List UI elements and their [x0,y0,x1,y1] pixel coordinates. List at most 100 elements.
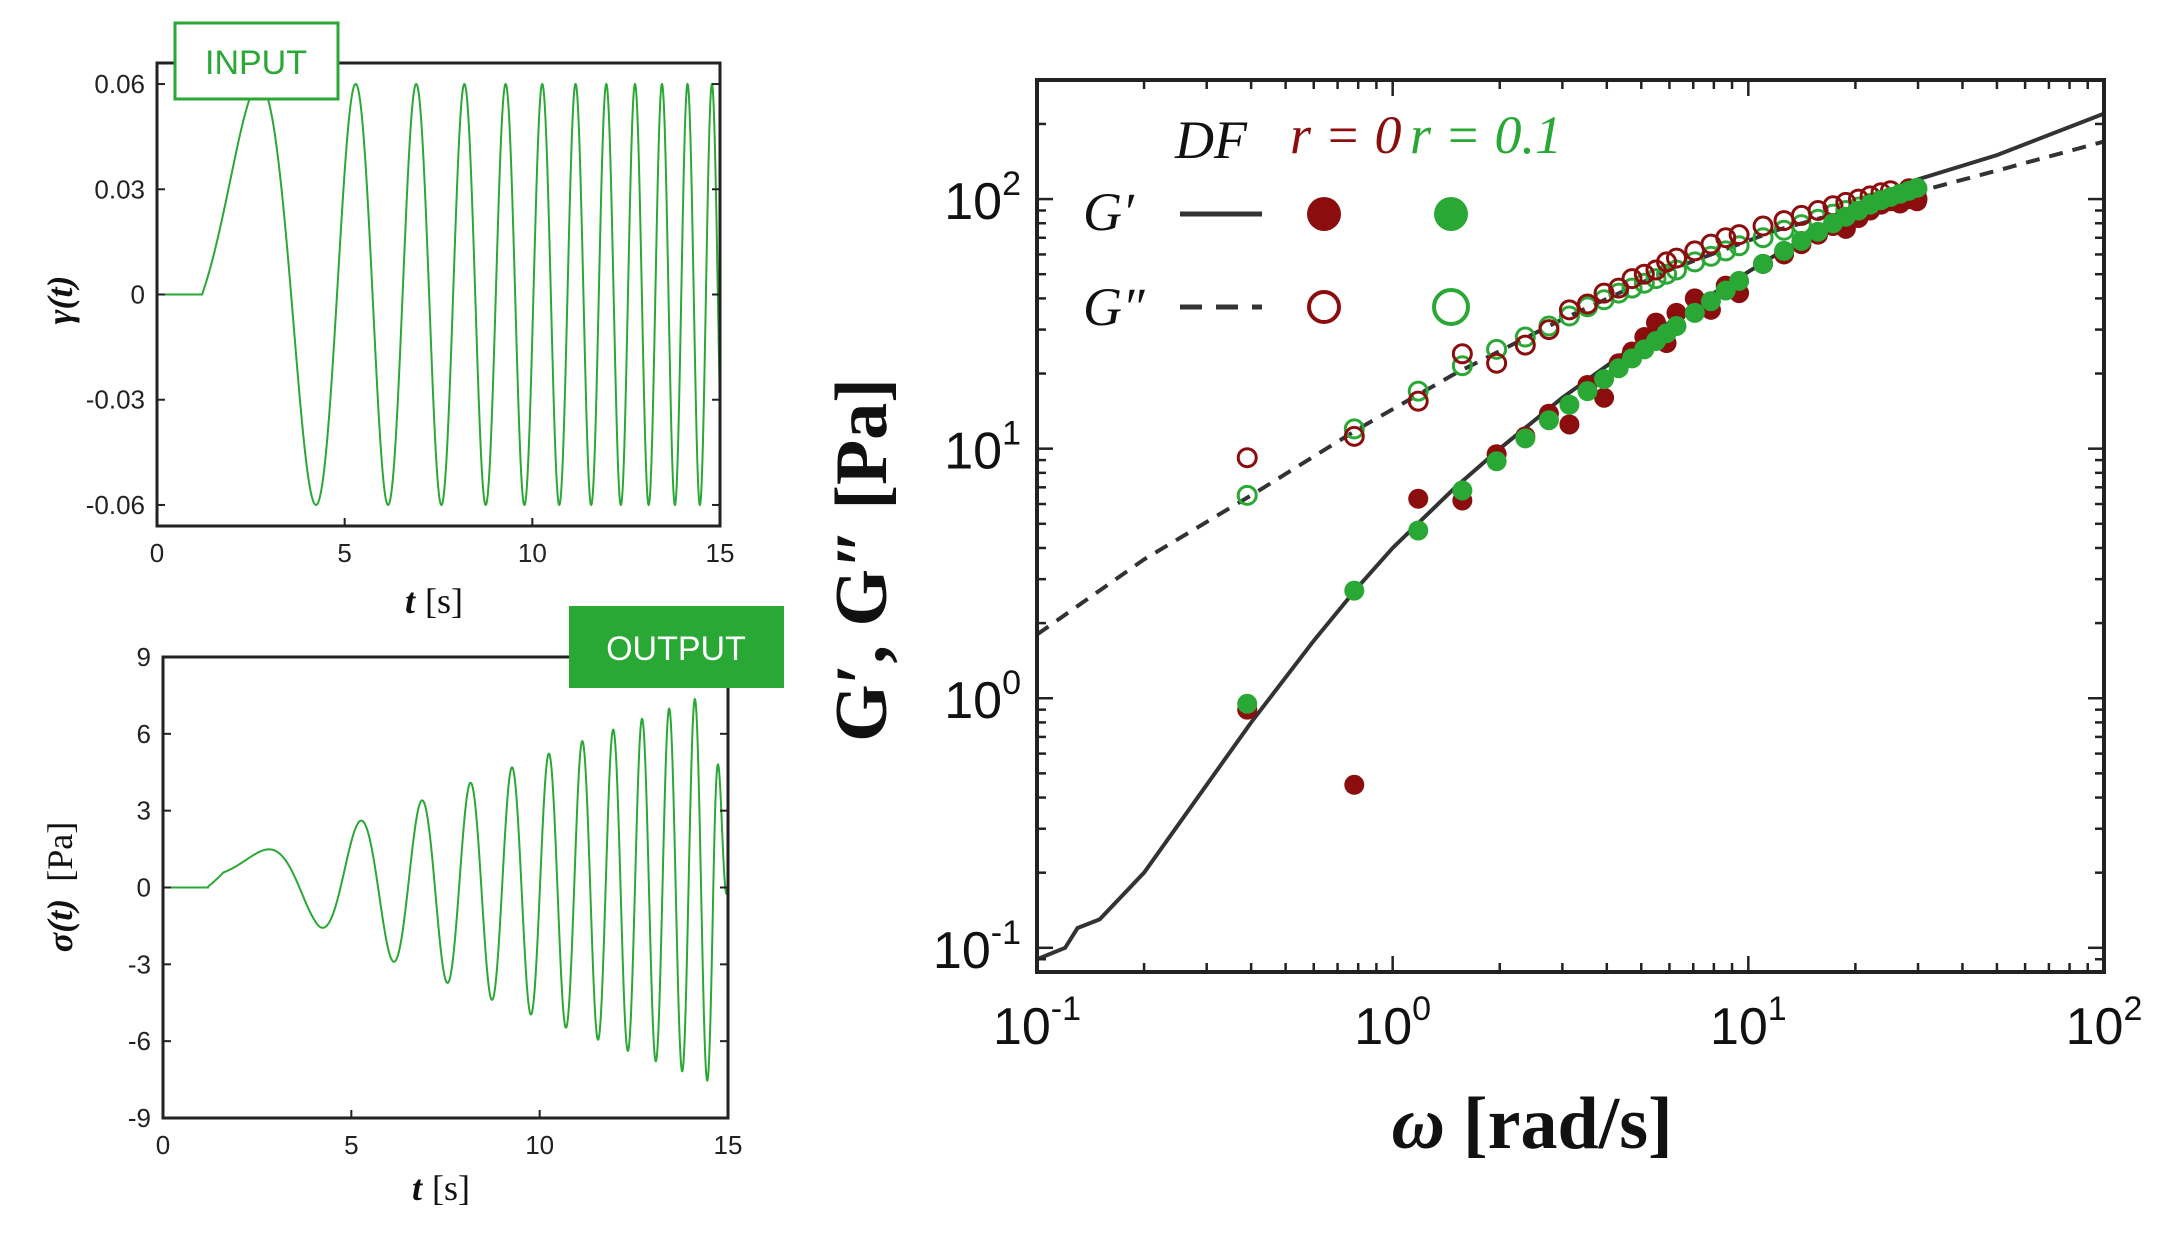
moduli-plot-frame [1035,78,2106,974]
moduli-legend: DF r = 0 r = 0.1 G′ G″ [1083,105,1562,337]
moduli-ytick-exponent: -1 [991,914,1021,952]
point-g-r-0-1 [1729,270,1750,291]
legend-gdoubleprime-r0-marker [1307,290,1341,324]
moduli-xtick-base: 10 [993,998,1051,1056]
output-ylabel: σ(t) [Pa] [40,822,80,952]
output-ylabel-unit: [Pa] [40,822,80,882]
moduli-ytick-exponent: 2 [1002,165,1021,203]
point-g-r-0-1 [1577,381,1598,402]
point-g-r-0-1 [1666,316,1687,337]
moduli-xtick-base: 10 [1710,998,1768,1056]
moduli-ytick-exponent: 0 [1002,664,1021,702]
point-g-r-0 [1594,387,1615,408]
point-g-r-0-1 [1451,355,1473,377]
legend-gprime-r01-marker [1434,197,1468,231]
legend-header-fit: DF [1174,110,1248,170]
output-ytick-label: -9 [128,1103,151,1133]
output-ytick-label: 3 [137,796,151,826]
point-g-r-0 [1343,425,1365,447]
moduli-data-points [1236,177,1928,795]
point-g-r-0-1 [1753,253,1774,274]
legend-gprime-r0-marker [1307,197,1341,231]
output-xlabel-unit: [s] [432,1168,470,1208]
point-g-r-0 [1558,299,1580,321]
output-xtick-label: 0 [156,1130,170,1160]
point-g-r-0 [1559,414,1580,435]
output-ylabel-group: σ(t) [Pa] [40,822,80,952]
point-g-r-0-1 [1633,272,1655,294]
point-g-r-0-1 [1408,520,1429,541]
input-badge-label: INPUT [205,44,307,82]
moduli-xtick-base: 10 [1354,998,1412,1056]
point-g-r-0-1 [1452,480,1473,501]
point-g-r-0-1 [1515,428,1536,449]
moduli-xtick-exponent: 1 [1768,990,1787,1028]
point-g-r-0 [1538,319,1560,341]
point-g-r-0-1 [1656,263,1678,285]
moduli-xtick-label: 10-1 [993,990,1081,1056]
point-g-r-0-1 [1486,338,1508,360]
point-g-r-0-1 [1700,291,1721,312]
output-badge [569,606,784,688]
moduli-ytick-base: 10 [944,672,1002,730]
input-ytick-label: 0.06 [94,69,145,99]
output-badge-label: OUTPUT [606,630,746,668]
moduli-ytick-base: 10 [933,922,991,980]
moduli-ytick-base: 10 [944,173,1002,231]
input-xtick-label: 0 [150,538,164,568]
point-g-r-0-1 [1684,302,1705,323]
moduli-ytick-exponent: 1 [1002,415,1021,453]
output-ylabel-var: σ(t) [40,899,80,952]
input-panel: 0.060.030-0.03-0.060 5 10 15 INPUT t [s] γ(… [40,21,735,621]
legend-row-gprime: G′ [1083,182,1135,242]
fit-line-gprime [1036,111,2105,962]
legend-row-gdoubleprime: G″ [1083,277,1145,337]
point-g-r-0-1 [1237,693,1258,714]
point-g-r-0-1 [1343,418,1365,440]
moduli-fit-lines [1035,111,2105,962]
input-xtick-label: 5 [337,538,351,568]
point-g-r-0 [1773,210,1795,232]
output-ytick-label: 9 [137,642,151,672]
input-xtick-label: 15 [706,538,735,568]
output-xtick-label: 15 [714,1130,743,1160]
point-g-r-0 [1656,251,1678,273]
point-g-r-0 [1621,268,1643,290]
moduli-xtick-base: 10 [2066,998,2124,1056]
output-xtick-label: 5 [344,1130,358,1160]
point-g-r-0-1 [1486,451,1507,472]
point-g-r-0 [1684,288,1705,309]
point-g-r-0-1 [1344,580,1365,601]
input-ylabel: γ(t) [40,276,80,325]
legend-header-r01: r = 0.1 [1410,105,1562,165]
moduli-xtick-exponent: -1 [1051,990,1081,1028]
point-g-r-0 [1576,293,1598,315]
legend-gdoubleprime-r01-marker [1432,288,1470,326]
output-ytick-label: -6 [128,1026,151,1056]
moduli-ytick-label: 10-1 [933,914,1021,980]
moduli-ytick-label: 102 [944,165,1021,231]
input-xtick-label: 10 [518,538,547,568]
point-g-r-0-1 [1906,177,1927,198]
output-stress-curve [163,697,729,1083]
point-g-r-0-1 [1559,394,1580,415]
point-g-r-0 [1451,343,1473,365]
point-g-r-0 [1665,247,1687,269]
point-g-r-0-1 [1594,369,1615,390]
point-g-r-0 [1728,224,1750,246]
moduli-xtick-exponent: 2 [2123,990,2142,1028]
moduli-ytick-label: 100 [944,664,1021,730]
point-g-r-0-1 [1407,380,1429,402]
moduli-xtick-exponent: 0 [1412,990,1431,1028]
point-g-r-0 [1344,774,1365,795]
input-ytick-label: 0.03 [94,174,145,204]
point-g-r-0-1 [1752,227,1774,249]
input-ytick-label: -0.03 [86,385,145,415]
moduli-xlabel-var: ω [1391,1083,1445,1165]
point-g-r-0-1 [1236,484,1258,506]
